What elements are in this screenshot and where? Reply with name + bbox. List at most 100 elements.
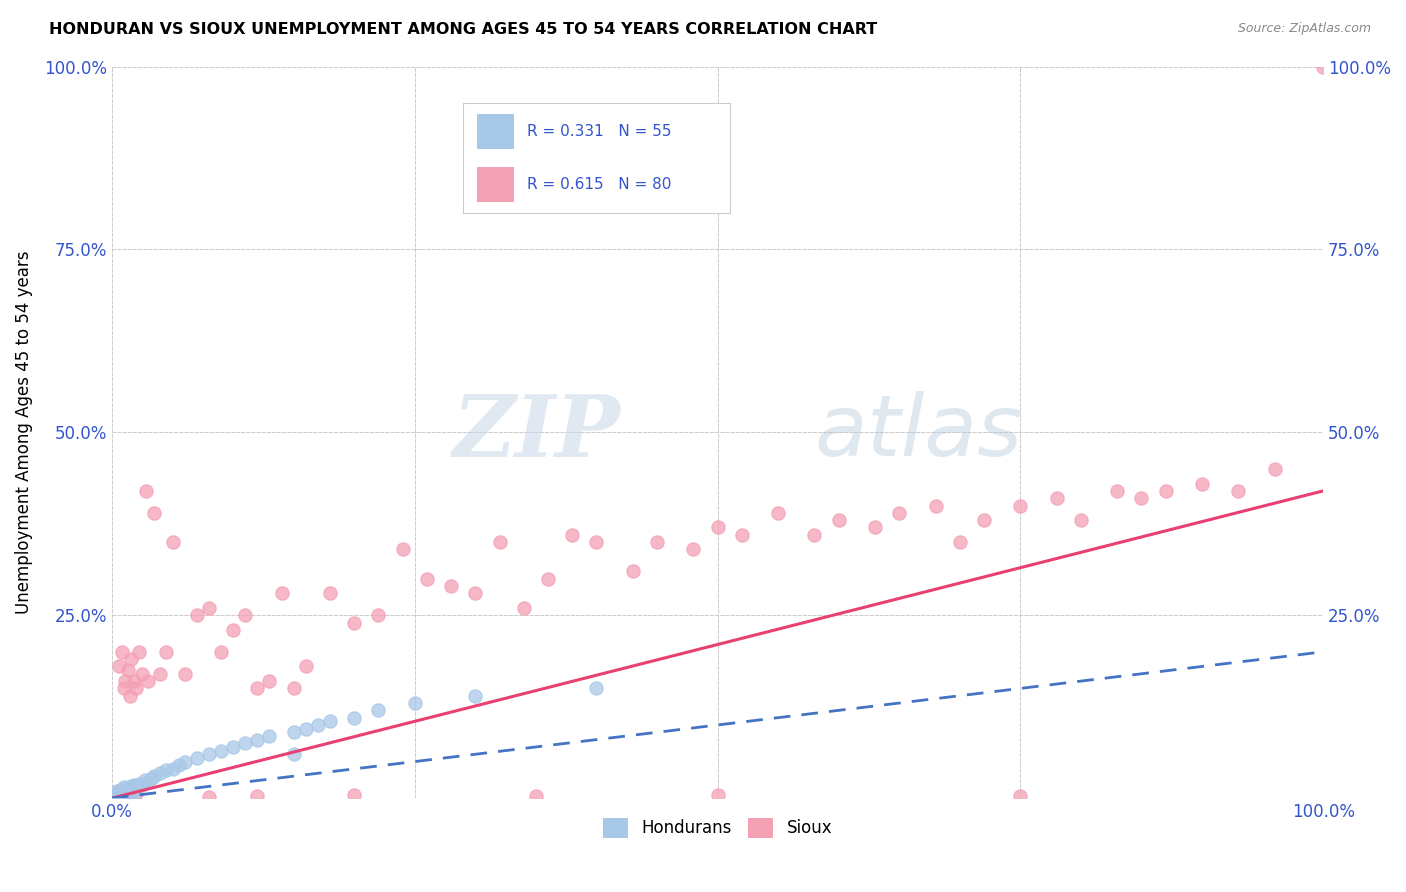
Point bbox=[114, 674, 136, 689]
Point bbox=[136, 674, 159, 689]
Point bbox=[120, 689, 142, 703]
Point bbox=[766, 506, 789, 520]
Point bbox=[464, 689, 486, 703]
Point bbox=[107, 788, 129, 802]
Point bbox=[141, 771, 163, 785]
Point bbox=[108, 788, 131, 802]
Point bbox=[367, 608, 389, 623]
Text: Source: ZipAtlas.com: Source: ZipAtlas.com bbox=[1237, 22, 1371, 36]
Point bbox=[827, 513, 849, 527]
Point bbox=[319, 714, 342, 729]
Point bbox=[111, 784, 134, 798]
Y-axis label: Unemployment Among Ages 45 to 54 years: Unemployment Among Ages 45 to 54 years bbox=[15, 251, 32, 614]
Point bbox=[270, 586, 292, 600]
Point bbox=[118, 780, 141, 795]
Point bbox=[1130, 491, 1153, 506]
Point bbox=[173, 666, 195, 681]
Point bbox=[104, 785, 127, 799]
Point bbox=[319, 586, 342, 600]
Point bbox=[131, 778, 153, 792]
Point bbox=[125, 681, 148, 696]
Point bbox=[134, 772, 156, 787]
Point bbox=[1070, 513, 1092, 527]
Point bbox=[524, 789, 547, 803]
Point bbox=[233, 736, 256, 750]
Point bbox=[222, 623, 245, 637]
Point bbox=[283, 681, 305, 696]
Point bbox=[103, 789, 125, 804]
Point bbox=[513, 601, 536, 615]
Point bbox=[121, 782, 143, 797]
Point bbox=[209, 645, 232, 659]
Point bbox=[246, 732, 269, 747]
Point bbox=[122, 778, 145, 792]
Point bbox=[110, 787, 132, 801]
Point bbox=[1046, 491, 1069, 506]
Point bbox=[105, 787, 128, 801]
Point bbox=[108, 659, 131, 673]
Point bbox=[682, 542, 704, 557]
Point bbox=[294, 722, 316, 736]
Point bbox=[283, 725, 305, 739]
Point bbox=[186, 608, 208, 623]
Point bbox=[108, 784, 131, 798]
Point bbox=[114, 786, 136, 800]
Point bbox=[149, 666, 172, 681]
Point bbox=[112, 780, 135, 794]
Point bbox=[1010, 499, 1032, 513]
Point bbox=[149, 765, 172, 780]
Point bbox=[621, 565, 644, 579]
Point bbox=[1154, 483, 1177, 498]
Point bbox=[949, 535, 972, 549]
Point bbox=[128, 645, 150, 659]
Point bbox=[1264, 462, 1286, 476]
Point bbox=[115, 782, 138, 797]
Point bbox=[343, 615, 366, 630]
Point bbox=[155, 764, 177, 778]
Point bbox=[120, 780, 142, 794]
Point bbox=[107, 789, 129, 803]
Point bbox=[120, 652, 142, 666]
Point bbox=[585, 535, 607, 549]
Point bbox=[537, 572, 560, 586]
Point bbox=[1107, 483, 1129, 498]
Point bbox=[131, 666, 153, 681]
Point bbox=[198, 789, 221, 804]
Point bbox=[135, 483, 157, 498]
Point bbox=[103, 788, 125, 802]
Point bbox=[731, 528, 754, 542]
Point bbox=[259, 729, 281, 743]
Point bbox=[143, 769, 166, 783]
Text: HONDURAN VS SIOUX UNEMPLOYMENT AMONG AGES 45 TO 54 YEARS CORRELATION CHART: HONDURAN VS SIOUX UNEMPLOYMENT AMONG AGE… bbox=[49, 22, 877, 37]
Point bbox=[1312, 60, 1334, 74]
Point bbox=[111, 789, 134, 803]
Point bbox=[128, 776, 150, 790]
Point bbox=[104, 789, 127, 803]
Point bbox=[104, 788, 127, 802]
Point bbox=[259, 674, 281, 689]
Point bbox=[162, 762, 184, 776]
Point bbox=[233, 608, 256, 623]
Point bbox=[488, 535, 510, 549]
Point bbox=[115, 782, 138, 797]
Point bbox=[198, 601, 221, 615]
Point bbox=[103, 789, 125, 804]
Point bbox=[173, 755, 195, 769]
Point bbox=[155, 645, 177, 659]
Point bbox=[863, 520, 886, 534]
Point bbox=[120, 788, 142, 802]
Point bbox=[404, 696, 426, 710]
Point bbox=[889, 506, 911, 520]
Point bbox=[107, 786, 129, 800]
Text: atlas: atlas bbox=[814, 391, 1022, 474]
Point bbox=[112, 681, 135, 696]
Point bbox=[440, 579, 463, 593]
Point bbox=[198, 747, 221, 762]
Point bbox=[105, 784, 128, 798]
Point bbox=[122, 674, 145, 689]
Point bbox=[973, 513, 995, 527]
Point bbox=[307, 718, 329, 732]
Point bbox=[136, 775, 159, 789]
Point bbox=[103, 788, 125, 802]
Point bbox=[125, 780, 148, 794]
